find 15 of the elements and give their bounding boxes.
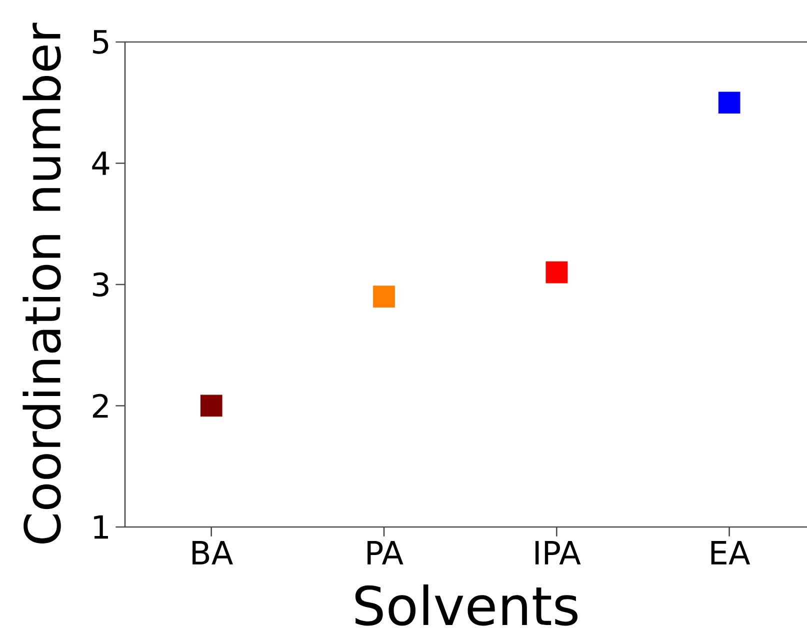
y-tick-label: 3	[93, 272, 108, 297]
x-tick-label: PA	[368, 541, 404, 564]
y-tick-label: 2	[92, 394, 108, 418]
point	[200, 394, 222, 417]
y-tick-label: 1	[94, 515, 108, 539]
x-tick-label: BA	[192, 541, 233, 564]
x-tick-label: IPA	[535, 541, 581, 564]
x-tick-label: EA	[711, 541, 750, 564]
point	[718, 92, 740, 114]
point	[373, 286, 395, 308]
y-tick-label: 5	[93, 30, 108, 54]
y-tick-label: 4	[92, 152, 110, 175]
point	[546, 261, 568, 284]
x-axis-title: Solvents	[355, 584, 578, 626]
y-axis-title: Coordination number	[22, 22, 61, 544]
